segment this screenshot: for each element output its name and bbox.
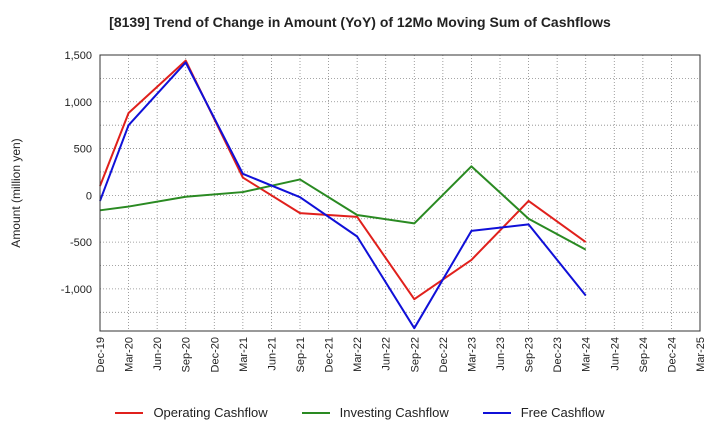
y-tick-label: -1,000 <box>61 284 92 296</box>
plot-area <box>100 55 700 331</box>
x-tick-label: Mar-22 <box>352 337 364 372</box>
x-tick-label: Jun-23 <box>495 337 507 371</box>
legend-label: Operating Cashflow <box>153 405 268 420</box>
legend-item: Investing Cashflow <box>301 405 449 420</box>
x-tick-label: Dec-19 <box>95 337 107 372</box>
legend-item: Free Cashflow <box>482 405 605 420</box>
series-line-operating-cashflow <box>99 59 587 301</box>
y-tick-label: 0 <box>86 190 92 202</box>
x-tick-label: Dec-23 <box>552 337 564 372</box>
legend-label: Free Cashflow <box>520 405 605 420</box>
x-tick-label: Mar-23 <box>466 337 478 372</box>
grid-lines <box>99 54 701 331</box>
x-tick-label: Dec-24 <box>666 337 678 372</box>
x-tick-label: Mar-21 <box>238 337 250 372</box>
x-tick-label: Sep-20 <box>181 337 193 372</box>
legend-label: Investing Cashflow <box>339 405 449 420</box>
series-line-investing-cashflow <box>99 165 587 251</box>
chart-title: [8139] Trend of Change in Amount (YoY) o… <box>109 14 611 30</box>
legend-swatch <box>482 411 511 414</box>
y-tick-label: 1,500 <box>64 50 92 62</box>
legend-swatch <box>115 411 144 414</box>
y-axis-label: Amount (million yen) <box>9 138 23 247</box>
x-tick-label: Mar-20 <box>124 337 136 372</box>
legend-swatch <box>301 411 330 414</box>
y-tick-labels: 1,500 1,000 500 0 -500 -1,000 <box>61 50 92 296</box>
x-tick-label: Sep-21 <box>295 337 307 372</box>
x-tick-label: Sep-22 <box>409 337 421 372</box>
x-tick-label: Jun-22 <box>381 337 393 371</box>
x-tick-label: Dec-21 <box>324 337 336 372</box>
x-tick-labels: Dec-19 Mar-20 Jun-20 Sep-20 Dec-20 Mar-21 Jun-… <box>95 337 707 372</box>
legend: Operating Cashflow Investing Cashflow Free… <box>0 405 720 420</box>
x-tick-label: Jun-20 <box>152 337 164 371</box>
x-tick-label: Mar-24 <box>581 337 593 372</box>
x-tick-label: Dec-22 <box>438 337 450 372</box>
x-tick-label: Jun-21 <box>266 337 278 371</box>
plot-border <box>99 54 701 332</box>
series-line-free-cashflow <box>99 61 587 330</box>
y-tick-label: 500 <box>74 144 92 156</box>
y-tick-label: 1,000 <box>64 97 92 109</box>
x-tick-label: Sep-23 <box>524 337 536 372</box>
x-tick-label: Dec-20 <box>209 337 221 372</box>
series-layer <box>99 59 587 330</box>
y-tick-label: -500 <box>70 237 92 249</box>
x-tick-label: Mar-25 <box>695 337 707 372</box>
x-tick-label: Jun-24 <box>609 337 621 371</box>
x-tick-label: Sep-24 <box>638 337 650 372</box>
legend-item: Operating Cashflow <box>115 405 268 420</box>
